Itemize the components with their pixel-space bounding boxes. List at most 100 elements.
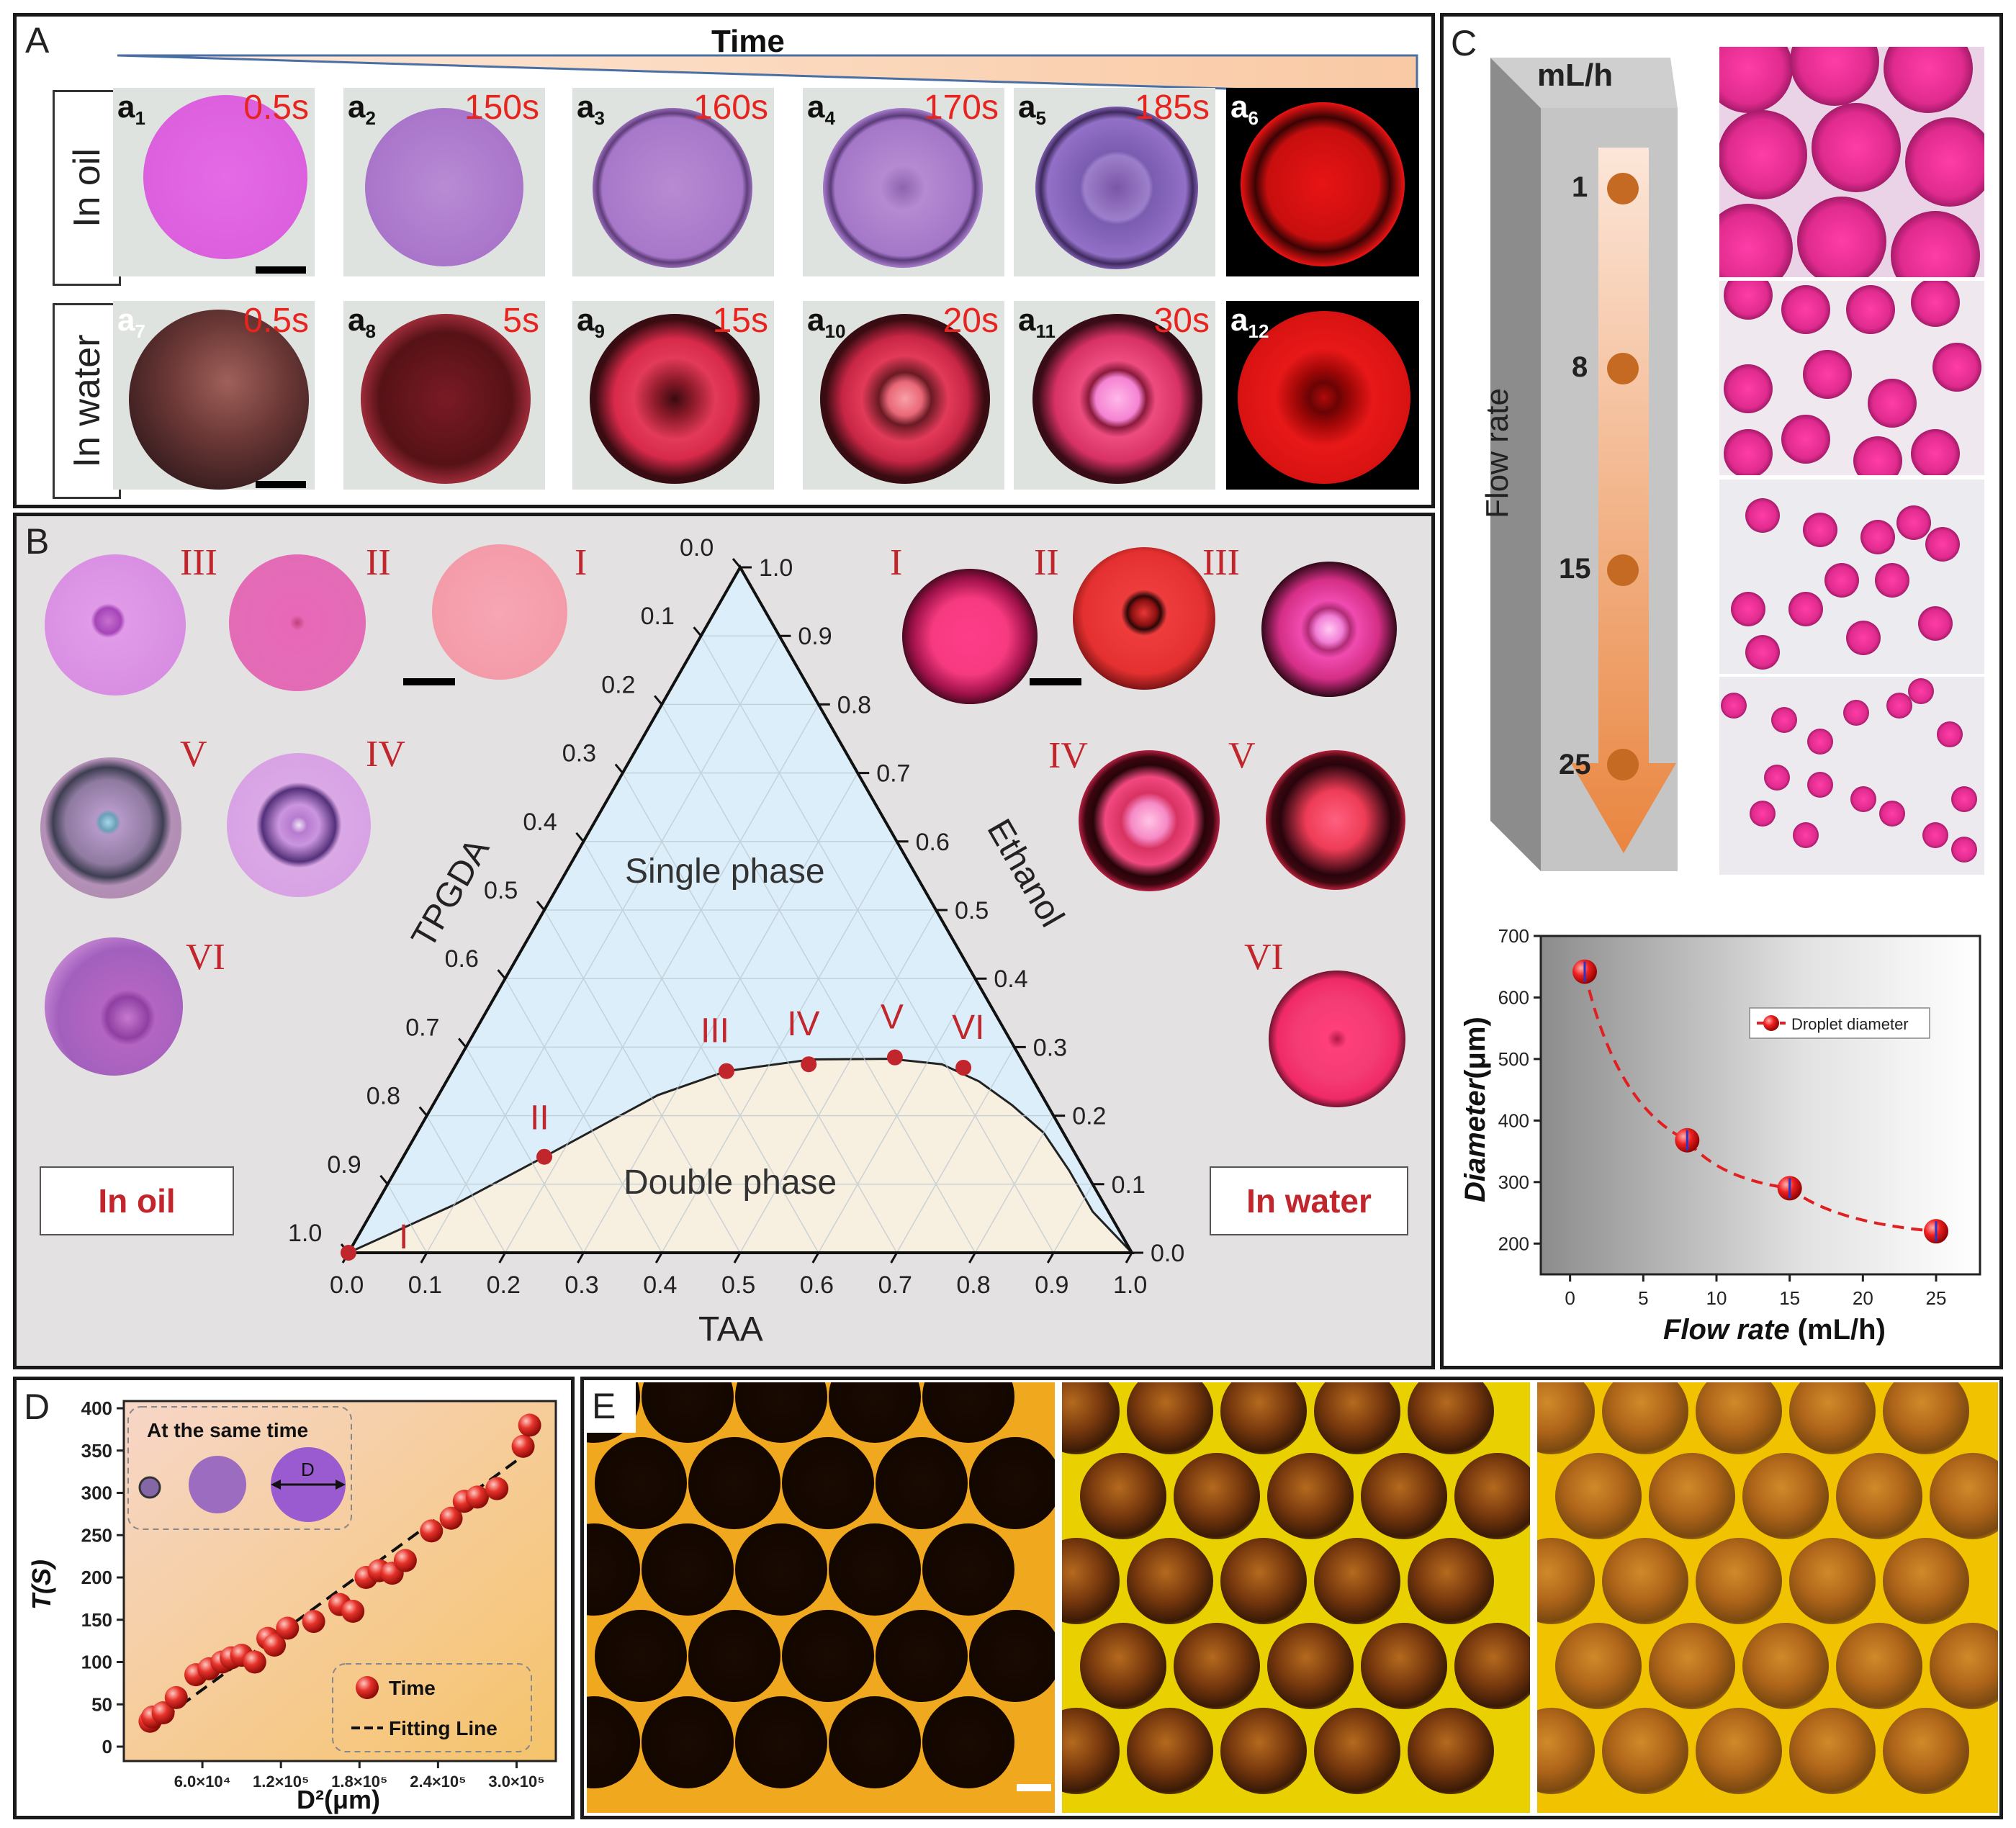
microsphere (1555, 1453, 1642, 1539)
microsphere (1127, 1708, 1213, 1794)
microsphere (1696, 1382, 1782, 1454)
cell-a9: a9 15s (572, 301, 774, 490)
right-tick-label: 0.9 (798, 623, 832, 650)
data-point (276, 1616, 300, 1640)
cell-a6: a6 (1226, 88, 1419, 276)
bottom-tick-label: 1.0 (1113, 1271, 1147, 1299)
oil-droplet-IV (227, 753, 371, 897)
microsphere (1724, 429, 1773, 475)
droplet (143, 95, 307, 259)
panel-d-label: D (24, 1387, 50, 1427)
double-phase-region (348, 1058, 1132, 1253)
x-axis-title: D²(μm) (297, 1785, 380, 1814)
micro-flow-15 (1719, 479, 1984, 674)
microsphere (1951, 786, 1977, 812)
cell-a7: a7 0.5s (113, 301, 315, 490)
microsphere (595, 1610, 687, 1702)
roman-label: V (1228, 735, 1256, 776)
microsphere (1742, 1453, 1829, 1539)
y-tick-label: 400 (81, 1397, 112, 1419)
bottom-tick-label: 0.2 (487, 1271, 521, 1299)
microsphere (1932, 343, 1981, 392)
microsphere (1731, 592, 1765, 626)
oil-droplet-I (432, 544, 567, 680)
droplet (1238, 311, 1410, 484)
microsphere (1649, 1623, 1735, 1709)
flow-arrow (1571, 148, 1676, 853)
cell-a3: a3 160s (572, 88, 774, 276)
flow-value: 25 (1559, 749, 1591, 780)
microsphere (829, 1523, 921, 1616)
y-tick-label: 700 (1498, 925, 1529, 947)
time-a2: 150s (464, 89, 539, 127)
microsphere (1896, 505, 1931, 540)
left-tick-label: 0.5 (484, 877, 518, 904)
microsphere (1807, 772, 1833, 798)
legend-box (332, 1663, 532, 1752)
droplet (361, 314, 531, 484)
bottom-tick-label: 0.5 (721, 1271, 755, 1299)
phase-point-label: II (530, 1099, 549, 1138)
sub-a10: a10 (807, 302, 846, 342)
panel-a-label: A (25, 20, 50, 60)
water-droplet-I (902, 569, 1038, 704)
microsphere (1745, 498, 1780, 533)
cell-a12: a12 (1226, 301, 1419, 490)
water-droplet-II (1073, 547, 1215, 690)
microsphere (1314, 1538, 1400, 1624)
sub-a12: a12 (1230, 302, 1269, 342)
microsphere (1930, 1623, 1998, 1709)
sub-a5: a5 (1018, 89, 1046, 129)
microsphere (1719, 110, 1807, 199)
micro-e-2 (1062, 1382, 1530, 1813)
microsphere (688, 1610, 780, 1702)
y-tick-label: 0 (102, 1736, 112, 1757)
legend-box (1749, 1007, 1930, 1039)
microsphere (1846, 285, 1895, 334)
inset-droplet-medium (189, 1456, 246, 1513)
roman-label: IV (366, 734, 405, 775)
microsphere (1454, 1453, 1530, 1539)
y-tick-label: 250 (81, 1524, 112, 1546)
microsphere (1905, 117, 1984, 207)
flow-marker (1607, 173, 1639, 204)
x-tick-label: 5 (1638, 1287, 1648, 1309)
microsphere (642, 1523, 734, 1616)
oil-droplet-VI (45, 937, 183, 1076)
y-tick-label: 500 (1498, 1048, 1529, 1070)
flow-marker (1607, 749, 1639, 780)
phase-point-label: I (399, 1218, 408, 1256)
micro-flow-8 (1719, 281, 1984, 475)
microsphere (1267, 1453, 1354, 1539)
microsphere (1860, 520, 1895, 554)
sub-a3: a3 (577, 89, 605, 129)
bottom-tick-label: 0.7 (878, 1271, 912, 1299)
x-axis-title: Flow rate (mL/h) (1663, 1314, 1886, 1346)
y-tick-label: 600 (1498, 986, 1529, 1008)
water-droplet-VI (1269, 971, 1405, 1107)
microsphere (1696, 1708, 1782, 1794)
microsphere (735, 1523, 827, 1616)
time-a11: 30s (1153, 302, 1210, 340)
micro-e-3 (1537, 1382, 1998, 1813)
microsphere (1797, 197, 1886, 277)
microsphere (1220, 1382, 1307, 1454)
microsphere (829, 1696, 921, 1788)
microsphere (1790, 47, 1879, 106)
microsphere (735, 1382, 827, 1443)
in-oil-label: In oil (40, 1166, 234, 1235)
y-tick-label: 200 (1498, 1233, 1529, 1254)
microsphere (1850, 786, 1876, 812)
scale-bar (403, 678, 455, 685)
microsphere (1951, 837, 1977, 863)
right-tick-label: 0.5 (955, 897, 989, 924)
x-tick-label: 0 (1565, 1287, 1575, 1309)
microsphere (1267, 1623, 1354, 1709)
phase-point-III (718, 1063, 734, 1079)
right-tick-label: 1.0 (759, 554, 793, 582)
microsphere (1174, 1623, 1260, 1709)
left-tick-label: 0.2 (601, 671, 635, 698)
left-tick-label: 1.0 (288, 1220, 322, 1247)
bottom-tick-label: 0.6 (800, 1271, 834, 1299)
time-a4: 170s (923, 89, 999, 127)
